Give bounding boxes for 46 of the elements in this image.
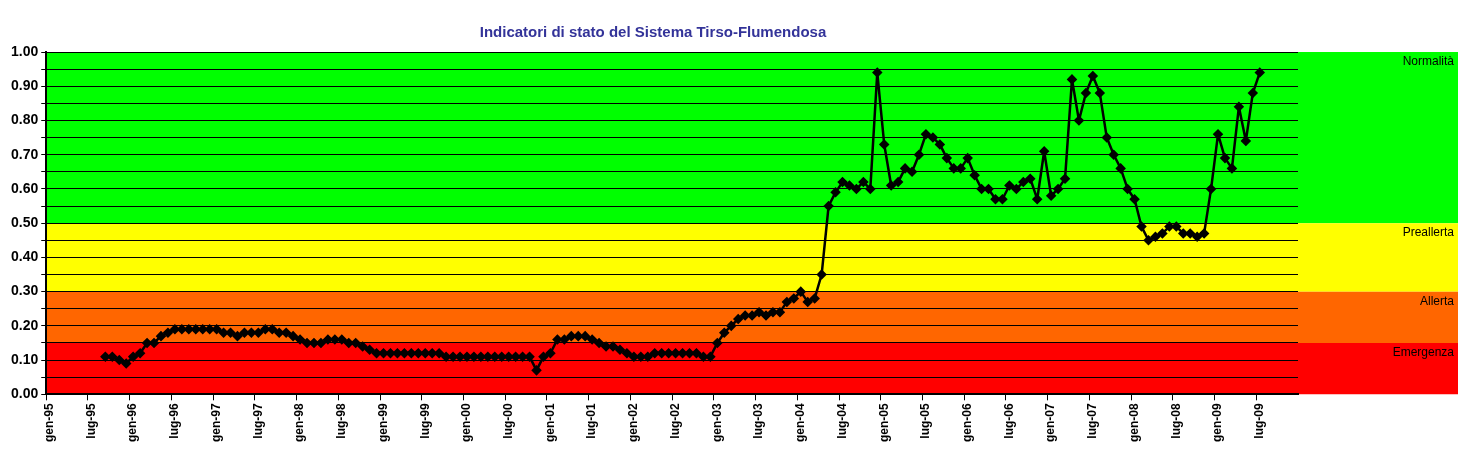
band-label: Preallerta [1402,225,1455,240]
x-tick-label: lug-04 [834,403,849,439]
y-tick-label: 0.50 [11,214,39,231]
band-label: Allerta [1419,293,1455,308]
x-tick-label: gen-06 [959,403,974,443]
x-tick-label: gen-96 [125,403,140,443]
x-tick-label: lug-03 [751,403,766,439]
x-tick-label: gen-03 [709,403,724,443]
x-tick-label: lug-09 [1252,403,1267,439]
y-tick-label: 0.20 [11,316,39,333]
x-tick-label: gen-08 [1126,403,1141,443]
x-tick-label: gen-04 [793,403,808,443]
y-tick-label: 0.10 [11,350,39,367]
band-label: Normalità [1402,54,1455,69]
y-tick-label: 0.60 [11,179,39,196]
x-tick-label: gen-97 [208,403,223,443]
x-tick-label: gen-07 [1043,403,1058,443]
x-tick-label: lug-99 [417,403,432,439]
x-tick-label: gen-98 [292,403,307,443]
y-tick-label: 1.00 [11,42,39,59]
x-tick-label: lug-08 [1168,403,1183,439]
y-tick-label: 0.80 [11,111,39,128]
chart-title: Indicatori di stato del Sistema Tirso-Flumendosa [479,23,827,41]
x-tick-label: lug-98 [334,403,349,439]
y-tick-label: 0.70 [11,145,39,162]
x-tick-label: gen-00 [459,403,474,443]
y-tick-label: 0.90 [11,77,39,94]
x-tick-label: gen-95 [42,403,57,443]
x-tick-label: lug-02 [667,403,682,439]
x-tick-label: lug-05 [918,403,933,439]
x-tick-label: gen-05 [876,403,891,443]
x-tick-label: lug-00 [501,403,516,439]
x-tick-label: lug-95 [83,403,98,439]
x-tick-label: lug-96 [167,403,182,439]
x-tick-label: lug-97 [250,403,265,439]
x-tick-label: lug-01 [584,403,599,439]
band-label: Emergenza [1392,345,1455,360]
x-tick-label: gen-02 [626,403,641,443]
x-tick-label: lug-06 [1001,403,1016,439]
y-tick-label: 0.40 [11,248,39,265]
y-tick-label: 0.00 [11,385,39,402]
x-tick-label: gen-99 [375,403,390,443]
x-tick-label: gen-09 [1210,403,1225,443]
x-tick-label: lug-07 [1085,403,1100,439]
y-tick-label: 0.30 [11,282,39,299]
x-tick-label: gen-01 [542,403,557,443]
